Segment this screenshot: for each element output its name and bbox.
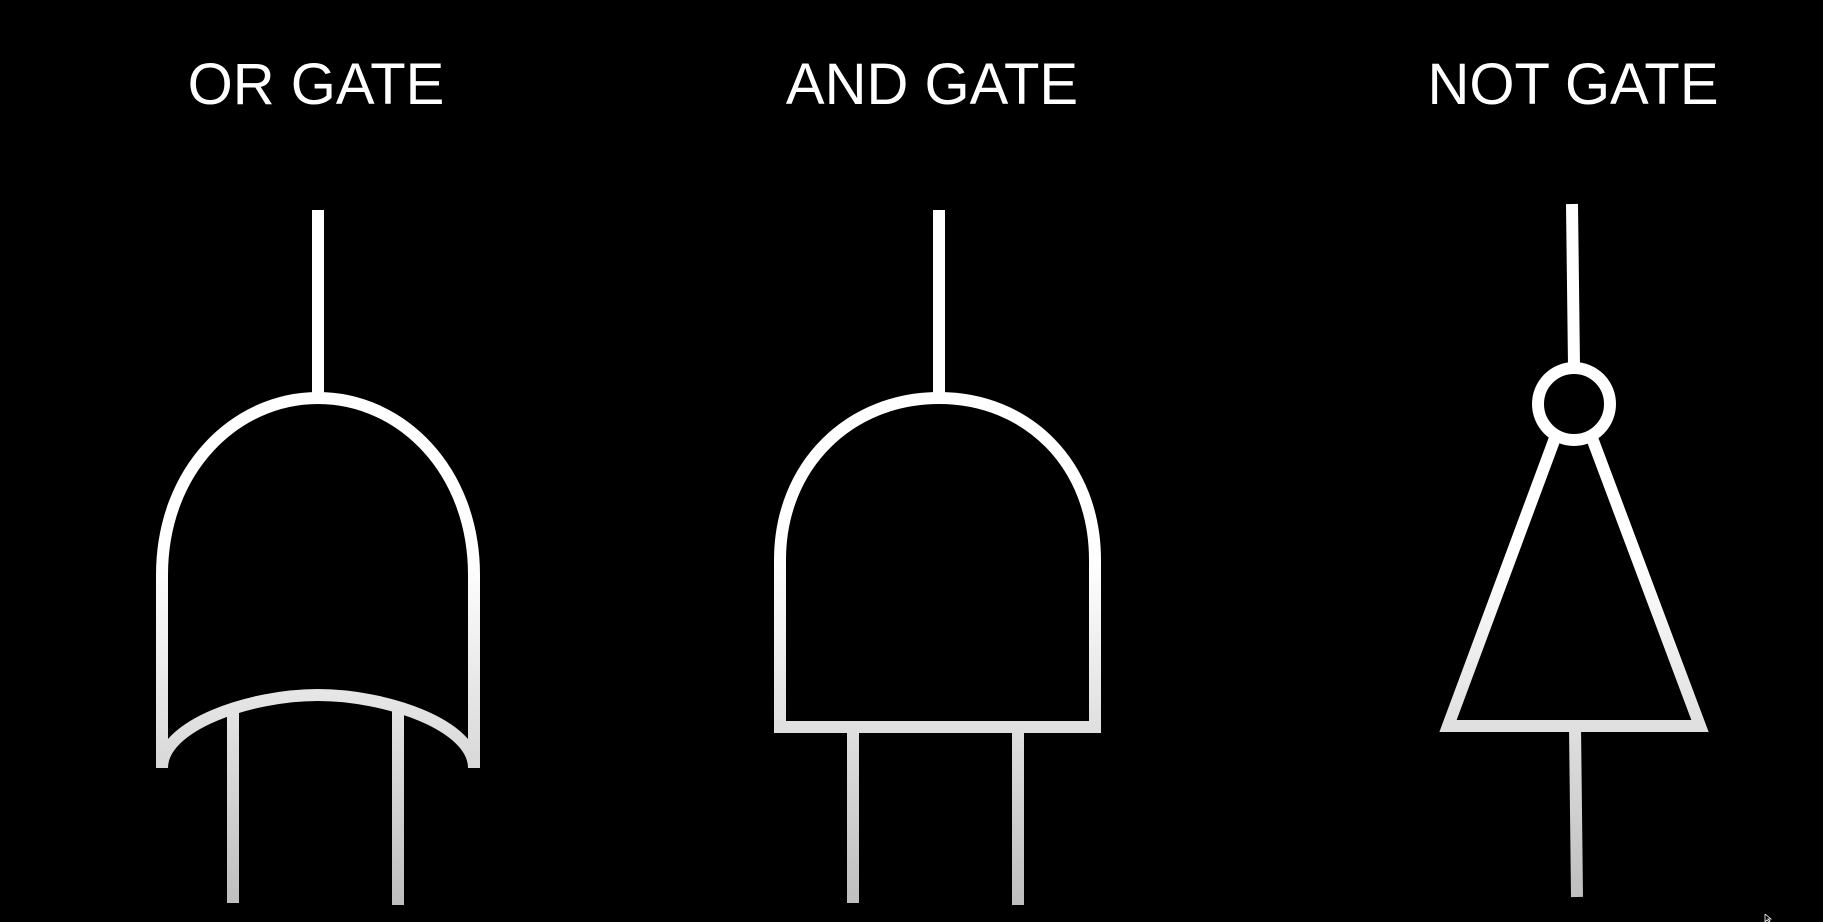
or-gate-symbol (156, 210, 480, 905)
not-gate-title: NOT GATE (1427, 52, 1719, 117)
not-gate-triangle (1439, 435, 1709, 732)
and-gate-symbol (774, 210, 1101, 905)
or-gate-title: OR GATE (187, 52, 445, 117)
not-gate-input-line (1569, 725, 1583, 898)
not-gate-inversion-bubble (1532, 362, 1616, 446)
not-gate-symbol (1439, 203, 1709, 898)
or-gate-input-curve (156, 688, 480, 769)
not-gate-output-line (1566, 203, 1580, 367)
mouse-pointer-icon (1764, 914, 1773, 922)
and-gate-title: AND GATE (785, 52, 1079, 117)
and-gate-body (774, 391, 1101, 733)
or-gate-body (156, 391, 480, 768)
